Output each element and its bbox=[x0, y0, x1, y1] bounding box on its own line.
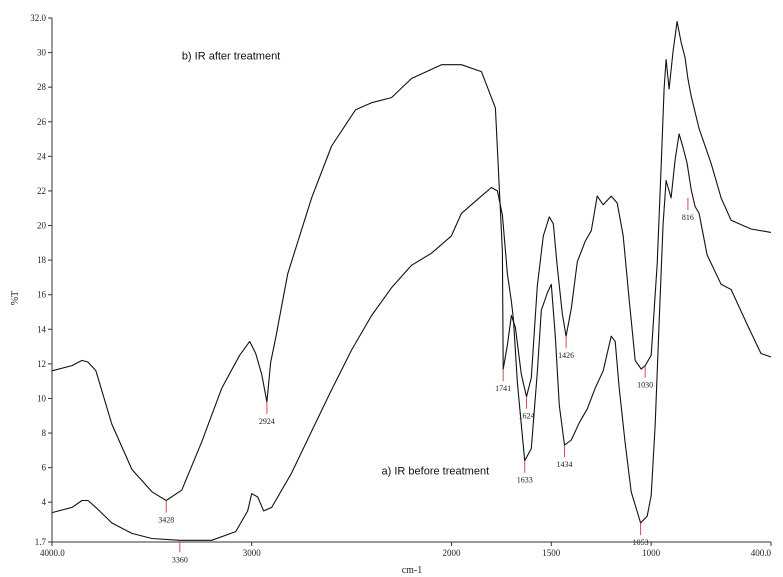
x-tick-label: 3000 bbox=[243, 548, 262, 558]
y-tick-label: 26 bbox=[37, 117, 47, 127]
y-tick-label: 6 bbox=[42, 463, 47, 473]
peak-label: 2924 bbox=[259, 417, 275, 426]
peak-label: 3428 bbox=[158, 515, 174, 524]
peak-label: 1434 bbox=[556, 460, 572, 469]
series-group bbox=[51, 20, 772, 541]
x-axis-title: cm-1 bbox=[402, 565, 423, 576]
series-label: a) IR before treatment bbox=[382, 466, 490, 478]
y-axis-title: %T bbox=[10, 291, 21, 305]
x-tick-group: 4000.0 3000 2000 1500 1000 400.0 bbox=[40, 542, 772, 558]
y-tick-label: 10 bbox=[37, 393, 47, 403]
y-tick-label: 4 bbox=[42, 497, 47, 507]
plot-area bbox=[51, 18, 771, 543]
x-tick-label: 4000.0 bbox=[40, 548, 65, 558]
series-label: b) IR after treatment bbox=[182, 51, 280, 63]
series-line-before bbox=[51, 133, 772, 541]
series-label-group: b) IR after treatment a) IR before treatm… bbox=[182, 51, 489, 478]
y-tick-label: 12 bbox=[37, 359, 46, 369]
peak-label: 3360 bbox=[172, 555, 188, 564]
peak-label: 1426 bbox=[558, 351, 574, 360]
y-tick-label: 8 bbox=[42, 428, 47, 438]
x-tick-label: 1500 bbox=[542, 548, 561, 558]
y-tick-label: 24 bbox=[37, 151, 47, 161]
series-line-after bbox=[51, 20, 772, 502]
peak-label: 1053 bbox=[633, 538, 649, 547]
y-tick-label: 28 bbox=[37, 82, 47, 92]
y-tick-label: 22 bbox=[37, 186, 46, 196]
y-tick-label: 16 bbox=[37, 290, 47, 300]
y-tick-label: 14 bbox=[37, 324, 47, 334]
x-tick-label: 2000 bbox=[442, 548, 461, 558]
peak-label: 1030 bbox=[637, 381, 653, 390]
y-tick-label: 1.7 bbox=[35, 537, 47, 547]
peak-marker-group: 3428 2924 1741 1624 1426 1030 816 3360 1633 1434 1… bbox=[158, 197, 694, 564]
y-tick-label: 30 bbox=[37, 48, 47, 58]
y-tick-label: 32.0 bbox=[30, 13, 46, 23]
peak-label: 1633 bbox=[517, 476, 533, 485]
peak-label: 1624 bbox=[519, 412, 535, 421]
x-tick-label: 1000 bbox=[642, 548, 661, 558]
x-tick-label: 400.0 bbox=[751, 548, 772, 558]
y-tick-group: 1.7 4 6 8 10 12 14 16 18 20 22 24 26 28 30 32.0 bbox=[30, 13, 52, 547]
y-tick-label: 18 bbox=[37, 255, 47, 265]
peak-label: 816 bbox=[682, 213, 694, 222]
y-tick-label: 20 bbox=[37, 221, 47, 231]
peak-label: 1741 bbox=[495, 384, 511, 393]
